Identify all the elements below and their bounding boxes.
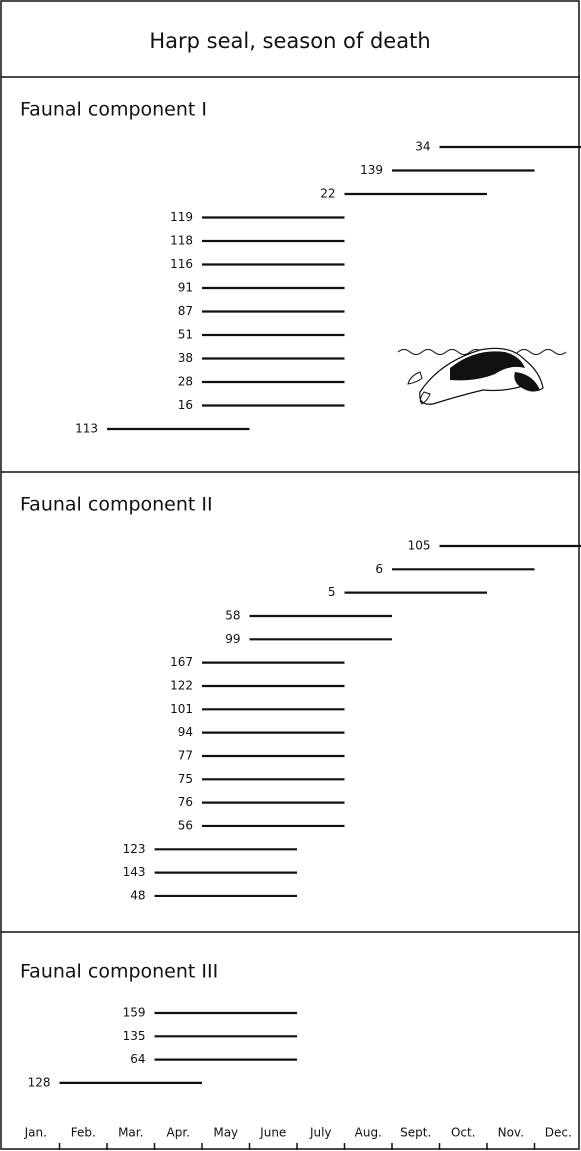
month-label: Oct. <box>451 1126 476 1140</box>
title: Harp seal, season of death <box>149 29 430 53</box>
month-label: Apr. <box>167 1126 190 1140</box>
row-label: 159 <box>123 1006 146 1020</box>
row-label: 128 <box>28 1075 51 1089</box>
row-label: 87 <box>178 304 193 318</box>
row-label: 119 <box>170 210 193 224</box>
row-label: 56 <box>178 818 193 832</box>
month-label: Jan. <box>24 1126 47 1140</box>
row-label: 101 <box>170 702 193 716</box>
row-label: 48 <box>130 888 145 902</box>
month-label: July <box>309 1126 332 1140</box>
row-label: 99 <box>225 632 240 646</box>
row-label: 6 <box>375 562 383 576</box>
row-label: 122 <box>170 678 193 692</box>
row-label: 76 <box>178 795 193 809</box>
row-label: 113 <box>75 422 98 436</box>
month-label: May <box>213 1126 238 1140</box>
row-label: 51 <box>178 328 193 342</box>
month-label: Sept. <box>400 1126 431 1140</box>
row-label: 105 <box>408 539 431 553</box>
row-label: 16 <box>178 398 193 412</box>
month-label: Dec. <box>545 1126 572 1140</box>
seal-icon <box>397 347 567 405</box>
row-label: 28 <box>178 375 193 389</box>
section-title: Faunal component I <box>20 99 207 121</box>
row-label: 38 <box>178 351 193 365</box>
row-label: 143 <box>123 865 146 879</box>
row-label: 116 <box>170 257 193 271</box>
row-label: 34 <box>415 140 430 154</box>
row-label: 135 <box>123 1029 146 1043</box>
month-label: June <box>259 1126 286 1140</box>
month-label: Feb. <box>71 1126 96 1140</box>
row-label: 58 <box>225 608 240 622</box>
section-title: Faunal component II <box>20 494 213 516</box>
row-label: 5 <box>328 585 336 599</box>
row-label: 139 <box>360 163 383 177</box>
row-label: 94 <box>178 725 193 739</box>
month-label: Mar. <box>118 1126 143 1140</box>
month-label: Aug. <box>355 1126 382 1140</box>
row-label: 91 <box>178 281 193 295</box>
row-label: 167 <box>170 655 193 669</box>
row-label: 22 <box>320 187 335 201</box>
row-label: 77 <box>178 748 193 762</box>
row-label: 123 <box>123 842 146 856</box>
section-title: Faunal component III <box>20 961 218 983</box>
row-label: 75 <box>178 772 193 786</box>
row-label: 118 <box>170 234 193 248</box>
row-label: 64 <box>130 1052 145 1066</box>
month-label: Nov. <box>498 1126 524 1140</box>
